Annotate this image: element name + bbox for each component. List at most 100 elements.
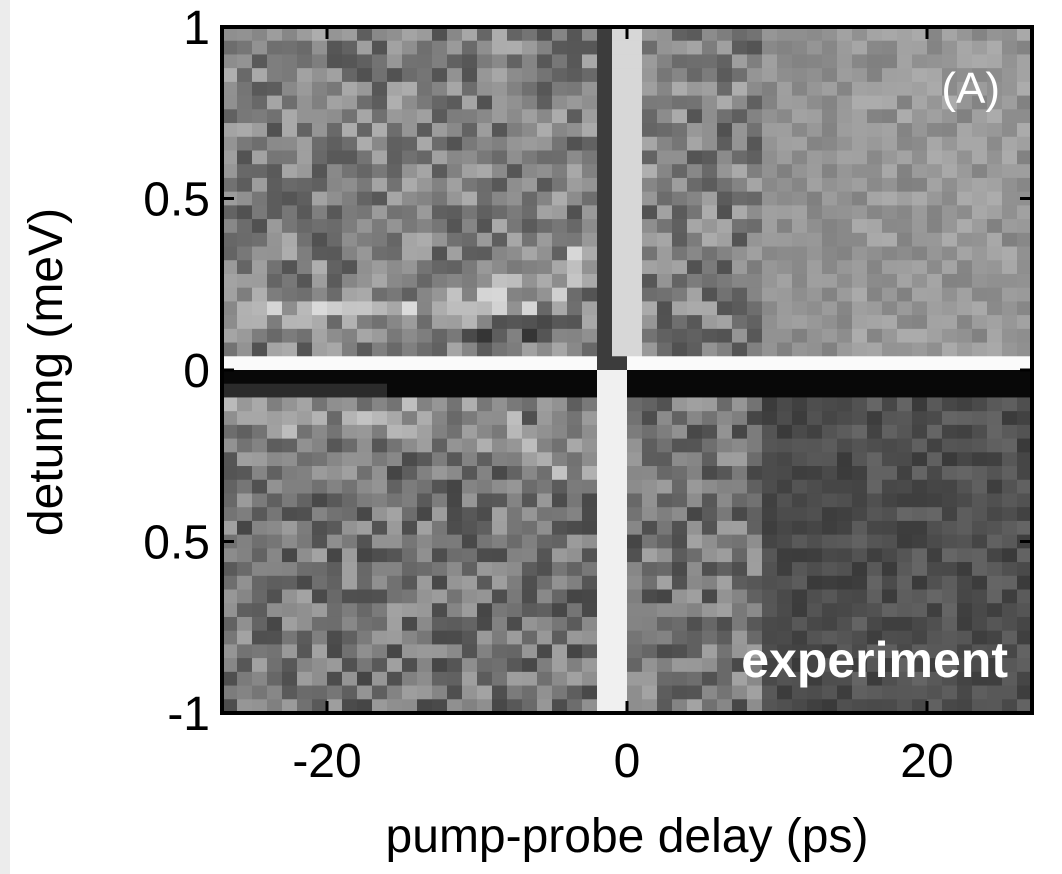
heatmap-cell [882, 123, 898, 138]
heatmap-cell [552, 493, 568, 508]
heatmap-cell [372, 232, 388, 248]
heatmap-cell [372, 287, 388, 302]
heatmap-cell [717, 534, 733, 549]
heatmap-cell [567, 205, 583, 220]
heatmap-cell [942, 493, 958, 508]
heatmap-cell [507, 466, 523, 481]
heatmap-cell [672, 397, 688, 412]
heatmap-cell [612, 301, 628, 316]
heatmap-cell [1017, 466, 1032, 481]
heatmap-cell [477, 397, 493, 412]
heatmap-cell [372, 136, 388, 152]
heatmap-cell [1002, 232, 1018, 248]
heatmap-cell [912, 273, 928, 289]
heatmap-cell [312, 370, 328, 385]
heatmap-cell [477, 589, 493, 604]
heatmap-cell [417, 301, 433, 316]
heatmap-cell [762, 164, 778, 179]
heatmap-cell [957, 397, 973, 412]
heatmap-cell [792, 699, 808, 713]
heatmap-cell [852, 301, 868, 316]
heatmap-cell [957, 164, 973, 179]
heatmap-cell [912, 68, 928, 83]
heatmap-cell [987, 479, 1003, 495]
heatmap-cell [762, 671, 778, 687]
heatmap-cell [747, 136, 763, 152]
heatmap-cell [312, 95, 328, 110]
heatmap-cell [867, 685, 883, 700]
heatmap-cell [987, 507, 1003, 522]
heatmap-cell [252, 507, 268, 522]
heatmap-cell [732, 589, 748, 604]
heatmap-cell [987, 534, 1003, 549]
heatmap-cell [387, 589, 403, 604]
heatmap-cell [957, 479, 973, 495]
heatmap-cell [882, 671, 898, 687]
heatmap-cell [792, 273, 808, 289]
heatmap-cell [222, 205, 238, 220]
heatmap-cell [687, 177, 703, 193]
heatmap-cell [342, 658, 358, 673]
heatmap-cell [807, 191, 823, 206]
heatmap-cell [582, 479, 598, 495]
heatmap-cell [237, 548, 253, 563]
heatmap-cell [627, 616, 643, 632]
heatmap-cell [522, 370, 538, 385]
heatmap-cell [462, 54, 478, 69]
heatmap-cell [867, 191, 883, 206]
heatmap-cell [237, 479, 253, 495]
heatmap-cell [807, 479, 823, 495]
heatmap-cell [822, 603, 838, 618]
heatmap-cell [927, 95, 943, 110]
heatmap-cell [462, 534, 478, 549]
heatmap-cell [447, 397, 463, 412]
heatmap-cell [627, 287, 643, 302]
heatmap-cell [732, 123, 748, 138]
heatmap-cell [582, 548, 598, 563]
heatmap-cell [267, 68, 283, 83]
heatmap-cell [942, 205, 958, 220]
heatmap-cell [447, 685, 463, 700]
heatmap-cell [537, 630, 553, 645]
heatmap-cell [492, 246, 508, 261]
heatmap-cell [672, 699, 688, 713]
heatmap-cell [882, 370, 898, 385]
heatmap-cell [432, 287, 448, 302]
heatmap-cell [1002, 95, 1018, 110]
heatmap-cell [402, 479, 418, 495]
heatmap-cell [237, 589, 253, 604]
heatmap-cell [537, 644, 553, 659]
heatmap-cell [822, 95, 838, 110]
heatmap-cell [642, 27, 658, 42]
heatmap-cell [312, 123, 328, 138]
heatmap-cell [882, 164, 898, 179]
heatmap-cell [687, 301, 703, 316]
heatmap-cell [777, 315, 793, 330]
heatmap-cell [762, 68, 778, 83]
heatmap-cell [867, 452, 883, 467]
heatmap-cell [447, 109, 463, 124]
heatmap-cell [732, 658, 748, 673]
heatmap-cell [567, 301, 583, 316]
heatmap-cell [417, 466, 433, 481]
heatmap-cell [402, 136, 418, 152]
heatmap-cell [822, 287, 838, 302]
heatmap-cell [387, 342, 403, 357]
heatmap-cell [612, 54, 628, 69]
heatmap-cell [927, 616, 943, 632]
heatmap-cell [747, 356, 763, 371]
heatmap-cell [567, 27, 583, 42]
heatmap-cell [267, 534, 283, 549]
heatmap-cell [777, 273, 793, 289]
heatmap-cell [357, 685, 373, 700]
heatmap-cell [447, 644, 463, 659]
heatmap-cell [732, 27, 748, 42]
heatmap-cell [462, 548, 478, 563]
heatmap-cell [882, 328, 898, 344]
heatmap-cell [702, 493, 718, 508]
heatmap-cell [327, 260, 343, 275]
heatmap-cell [867, 699, 883, 713]
heatmap-cell [282, 424, 298, 440]
heatmap-cell [972, 260, 988, 275]
heatmap-cell [687, 383, 703, 399]
